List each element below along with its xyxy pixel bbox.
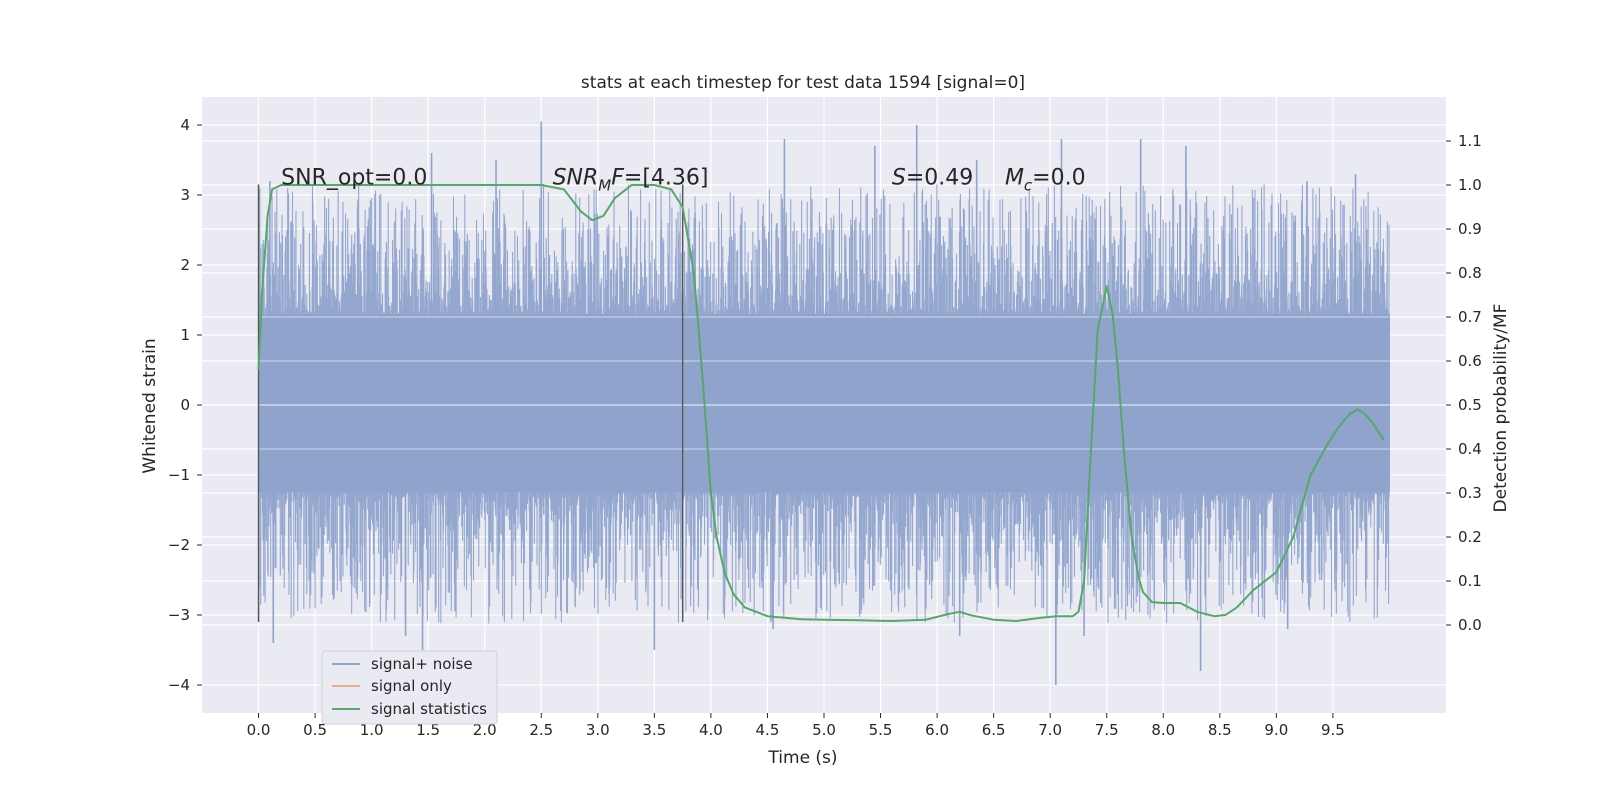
y2-tick-label: 1.1 [1458,132,1482,150]
y-tick-label: −3 [168,606,190,624]
x-tick-label: 0.0 [247,721,271,739]
y-tick-label: 0 [180,396,190,414]
annotations: SNR_opt=0.0 SNRMF=[4.36] S=0.49 Mc=0.0 [281,166,1085,195]
y2-tick-label: 0.3 [1458,484,1482,502]
annotation: Mc=0.0 [1005,166,1086,195]
x-tick-label: 2.0 [473,721,497,739]
x-axis-label: Time (s) [767,748,837,768]
y-tick-label: 3 [180,186,190,204]
annotation: SNRMF=[4.36] [553,166,709,195]
y-tick-label: −2 [168,536,190,554]
annotation: S=0.49 [892,166,973,191]
x-tick-label: 5.0 [812,721,836,739]
marker-vlines-top [257,184,684,622]
legend-label-signal-statistics: signal statistics [371,700,487,718]
x-tick-label: 2.5 [529,721,553,739]
y2-tick-label: 0.0 [1458,616,1482,634]
x-tick-label: 1.5 [416,721,440,739]
x-tick-label: 8.0 [1151,721,1175,739]
x-tick-label: 3.5 [642,721,666,739]
x-tick-label: 9.0 [1264,721,1288,739]
y2-tick-label: 0.6 [1458,352,1482,370]
y-axis-label: Whitened strain [140,338,160,473]
y2-tick-label: 0.2 [1458,528,1482,546]
x-tick-label: 7.0 [1038,721,1062,739]
y-tick-label: 4 [180,116,190,134]
y-tick-label: 2 [180,256,190,274]
y-tick-label: −4 [168,676,190,694]
chart-title: stats at each timestep for test data 159… [581,73,1025,93]
x-tick-label: 4.5 [756,721,780,739]
y2-tick-label: 0.9 [1458,220,1482,238]
legend-label-signal-only: signal only [371,677,452,695]
y-tick-label: −1 [168,466,190,484]
x-tick-label: 0.5 [303,721,327,739]
x-tick-label: 4.0 [699,721,723,739]
x-tick-label: 6.0 [925,721,949,739]
signal-statistics-line [257,184,1385,622]
annotation: SNR_opt=0.0 [281,166,427,191]
y2-tick-label: 0.5 [1458,396,1482,414]
legend-box [321,650,498,725]
x-tick-labels: 0.0 0.5 1.0 1.5 2.0 2.5 3.0 3.5 4.0 4.5 5.0 5.5 6.0 6… [247,713,1345,739]
series-signal-noise [258,121,1390,685]
strain-core-band [258,314,1390,493]
legend: signal+ noise signal only signal statist… [321,650,498,725]
y2-tick-label: 0.7 [1458,308,1482,326]
series-signal-statistics [257,184,1385,622]
x-tick-label: 1.0 [360,721,384,739]
y2-axis-label: Detection probability/MF [1491,304,1511,513]
x-tick-label: 8.5 [1208,721,1232,739]
y-tick-labels: −4 −3 −2 −1 0 1 2 3 4 [168,116,202,694]
y2-tick-label: 0.4 [1458,440,1482,458]
y-tick-label: 1 [180,326,190,344]
x-tick-label: 7.5 [1095,721,1119,739]
x-tick-label: 5.5 [869,721,893,739]
x-tick-label: 9.5 [1321,721,1345,739]
x-tick-label: 3.0 [586,721,610,739]
y2-tick-label: 0.1 [1458,572,1482,590]
y2-tick-label: 1.0 [1458,176,1482,194]
y2-tick-label: 0.8 [1458,264,1482,282]
y2-tick-labels: 0.0 0.1 0.2 0.3 0.4 0.5 0.6 0.7 0.8 0.9 1.0 1.1 [1446,132,1482,634]
legend-label-signal-noise: signal+ noise [371,655,473,673]
x-tick-label: 6.5 [982,721,1006,739]
